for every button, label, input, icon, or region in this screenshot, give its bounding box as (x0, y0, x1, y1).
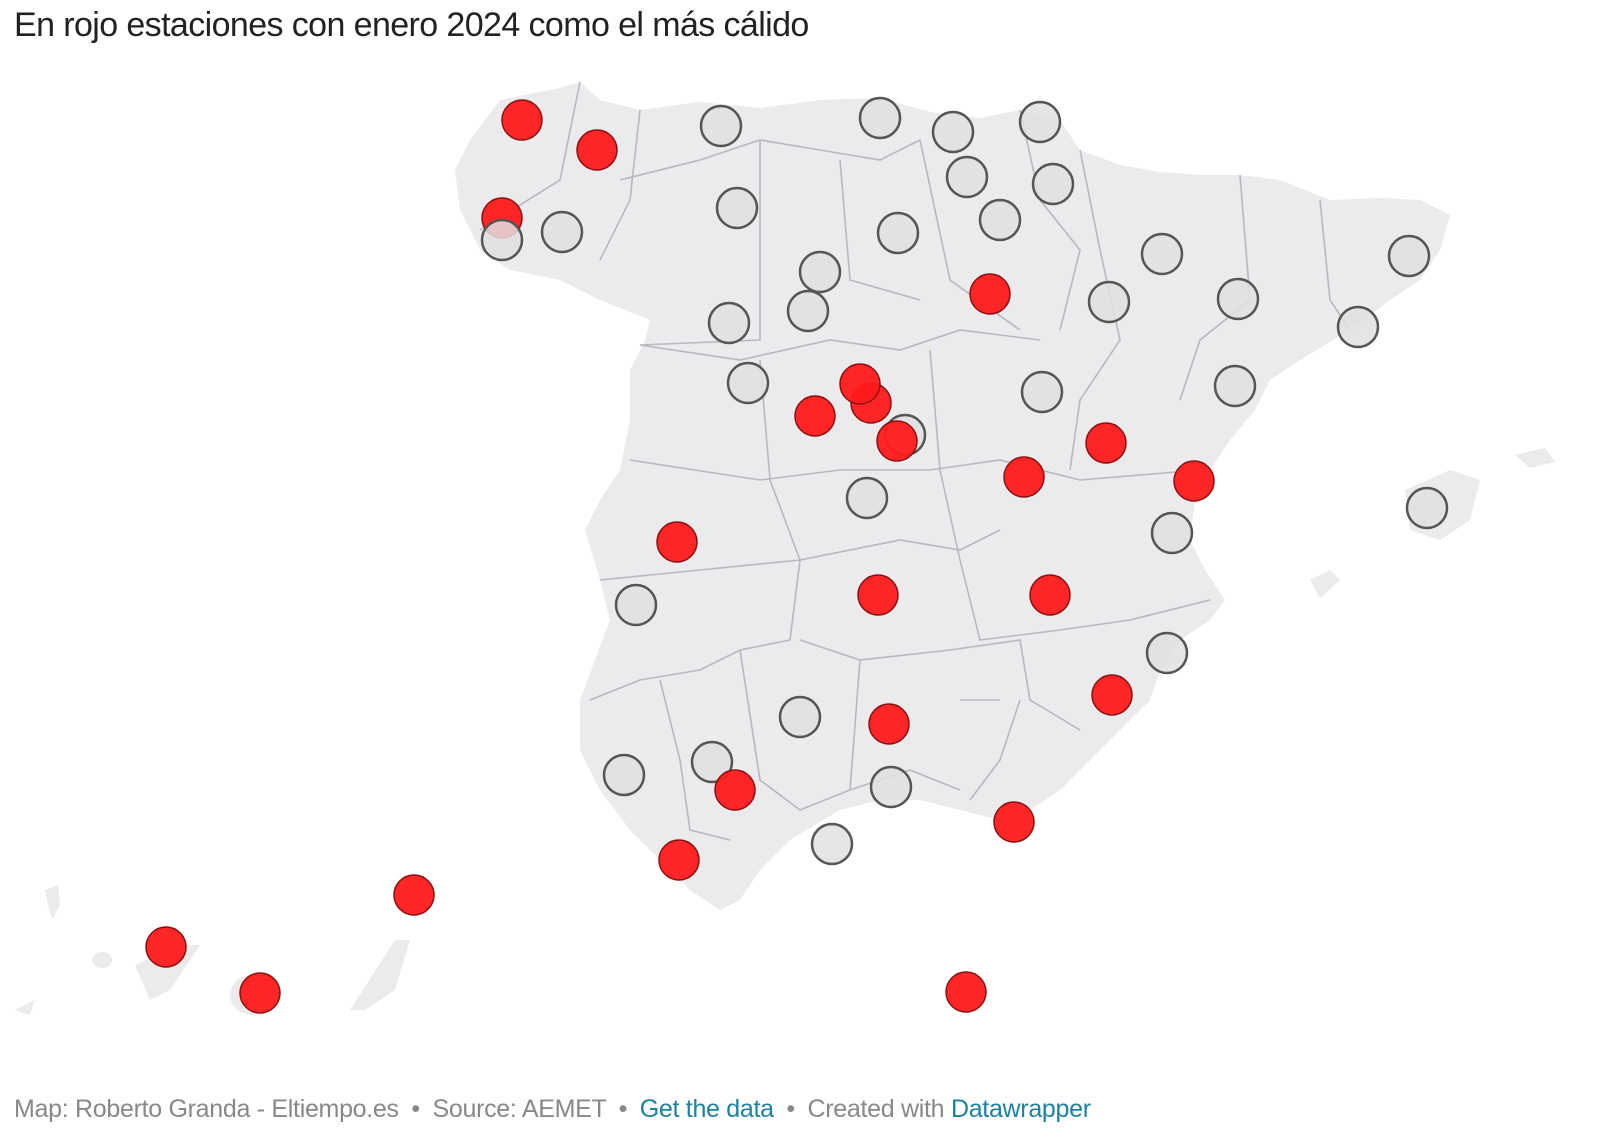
created-with-label: Created with (807, 1095, 945, 1123)
map-credit: Map: Roberto Granda - Eltiempo.es (14, 1095, 399, 1123)
station-marker-other[interactable] (1216, 277, 1260, 321)
station-marker-other[interactable] (540, 210, 584, 254)
station-marker-other[interactable] (931, 110, 975, 154)
separator: • (618, 1095, 628, 1123)
peninsula-shape (455, 82, 1450, 910)
station-marker-other[interactable] (1020, 370, 1064, 414)
station-marker-warmest[interactable] (993, 801, 1035, 843)
station-marker-other[interactable] (945, 155, 989, 199)
station-marker-other[interactable] (1336, 305, 1380, 349)
station-marker-warmest[interactable] (945, 971, 987, 1013)
attribution-footer: Map: Roberto Granda - Eltiempo.es • Sour… (14, 1095, 1091, 1124)
station-marker-warmest[interactable] (794, 395, 836, 437)
get-the-data-link[interactable]: Get the data (639, 1095, 774, 1123)
station-marker-other[interactable] (858, 96, 902, 140)
station-marker-other[interactable] (707, 301, 751, 345)
station-marker-other[interactable] (614, 583, 658, 627)
station-marker-warmest[interactable] (1085, 422, 1127, 464)
station-marker-warmest[interactable] (1029, 574, 1071, 616)
station-marker-other[interactable] (786, 289, 830, 333)
station-marker-warmest[interactable] (1091, 674, 1133, 716)
station-marker-other[interactable] (715, 186, 759, 230)
station-marker-other[interactable] (778, 695, 822, 739)
station-marker-other[interactable] (690, 740, 734, 784)
station-marker-other[interactable] (1140, 232, 1184, 276)
station-marker-warmest[interactable] (576, 129, 618, 171)
station-marker-warmest[interactable] (393, 874, 435, 916)
ibiza-shape (1310, 570, 1340, 598)
land-layer (15, 82, 1555, 1015)
station-marker-warmest[interactable] (857, 574, 899, 616)
station-marker-other[interactable] (726, 361, 770, 405)
station-marker-other[interactable] (798, 250, 842, 294)
chart-title: En rojo estaciones con enero 2024 como e… (14, 6, 809, 44)
station-marker-other[interactable] (978, 198, 1022, 242)
station-marker-other[interactable] (1405, 486, 1449, 530)
station-marker-other[interactable] (1087, 280, 1131, 324)
separator: • (411, 1095, 420, 1123)
station-marker-warmest[interactable] (239, 972, 281, 1014)
station-marker-warmest[interactable] (658, 839, 700, 881)
station-marker-warmest[interactable] (145, 926, 187, 968)
station-marker-warmest[interactable] (656, 521, 698, 563)
station-marker-other[interactable] (1145, 631, 1189, 675)
station-markers (145, 96, 1449, 1014)
station-marker-other[interactable] (845, 476, 889, 520)
station-marker-warmest[interactable] (501, 99, 543, 141)
station-marker-warmest[interactable] (1173, 460, 1215, 502)
station-marker-warmest[interactable] (839, 363, 881, 405)
station-marker-warmest[interactable] (969, 273, 1011, 315)
station-marker-other[interactable] (1150, 511, 1194, 555)
station-marker-other[interactable] (1213, 364, 1257, 408)
source-label: Source: AEMET (432, 1095, 607, 1123)
station-marker-other[interactable] (869, 765, 913, 809)
station-marker-other[interactable] (699, 104, 743, 148)
station-marker-warmest[interactable] (1003, 456, 1045, 498)
station-marker-other[interactable] (810, 822, 854, 866)
separator: • (786, 1095, 795, 1123)
spain-map (15, 81, 1555, 1015)
station-marker-warmest[interactable] (714, 769, 756, 811)
station-marker-other[interactable] (602, 753, 646, 797)
station-marker-other[interactable] (1387, 234, 1431, 278)
station-marker-other[interactable] (1031, 162, 1075, 206)
station-marker-warmest[interactable] (876, 420, 918, 462)
station-marker-warmest[interactable] (868, 703, 910, 745)
station-marker-other[interactable] (480, 218, 524, 262)
station-marker-other[interactable] (1018, 100, 1062, 144)
station-marker-other[interactable] (876, 211, 920, 255)
datawrapper-link[interactable]: Datawrapper (950, 1095, 1091, 1123)
canary-islands-shape (15, 885, 410, 1015)
menorca-shape (1515, 448, 1555, 468)
